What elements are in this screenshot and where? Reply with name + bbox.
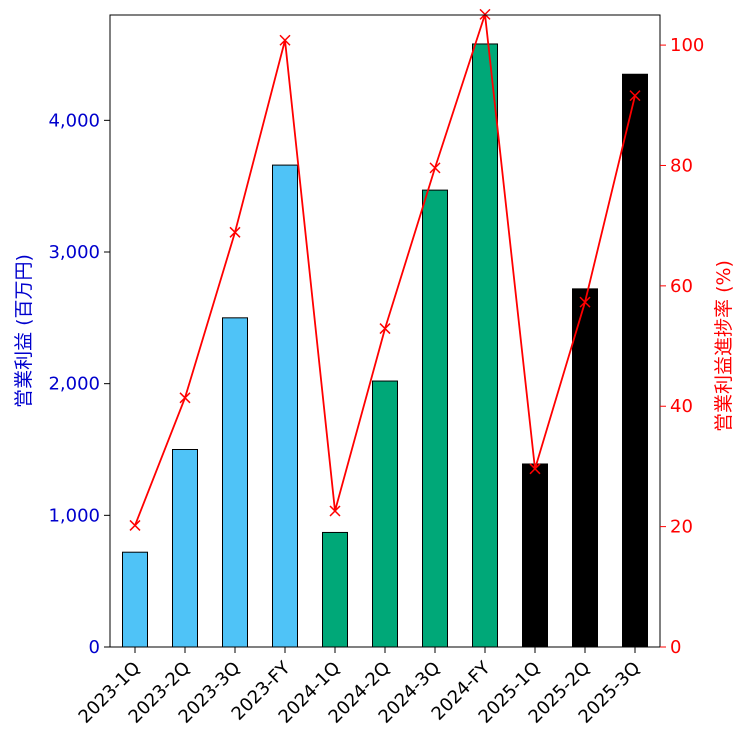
left-tick-label: 3,000 — [48, 242, 100, 263]
progress-marker-2023-2Q — [179, 392, 191, 404]
right-axis-title: 営業利益進捗率 (%) — [713, 260, 735, 432]
bar-2024-3Q — [422, 189, 448, 648]
left-tick-label: 4,000 — [48, 110, 100, 131]
progress-line-layer — [129, 8, 641, 531]
progress-marker-2025-3Q — [629, 90, 641, 102]
progress-marker-2024-3Q — [429, 162, 441, 174]
bar-2024-1Q — [322, 531, 348, 648]
progress-marker-2023-1Q — [129, 519, 141, 531]
bar-2023-2Q — [172, 449, 198, 648]
right-tick-label: 100 — [670, 35, 704, 56]
progress-marker-2024-2Q — [379, 323, 391, 335]
progress-marker-2023-FY — [279, 34, 291, 46]
right-tick-label: 60 — [670, 276, 693, 297]
bar-2023-3Q — [222, 317, 248, 648]
left-tick-label: 1,000 — [48, 505, 100, 526]
bar-2024-2Q — [372, 380, 398, 648]
left-tick-label: 2,000 — [48, 374, 100, 395]
right-tick-label: 20 — [670, 517, 693, 538]
bars-layer — [122, 43, 648, 648]
right-tick-label: 40 — [670, 396, 693, 417]
progress-marker-2024-1Q — [329, 505, 341, 517]
progress-marker-2025-2Q — [579, 296, 591, 308]
bar-2024-FY — [472, 43, 498, 648]
bar-2025-3Q — [622, 73, 648, 648]
progress-marker-2023-3Q — [229, 226, 241, 238]
bar-2025-2Q — [572, 288, 598, 648]
left-axis-title: 営業利益 (百万円) — [13, 254, 35, 408]
left-tick-label: 0 — [89, 637, 100, 658]
progress-marker-2025-1Q — [529, 463, 541, 475]
bar-2025-1Q — [522, 463, 548, 648]
progress-marker-2024-FY — [479, 8, 491, 20]
bar-2023-1Q — [122, 551, 148, 648]
right-tick-label: 80 — [670, 155, 693, 176]
bar-2023-FY — [272, 164, 298, 648]
right-tick-label: 0 — [670, 637, 681, 658]
